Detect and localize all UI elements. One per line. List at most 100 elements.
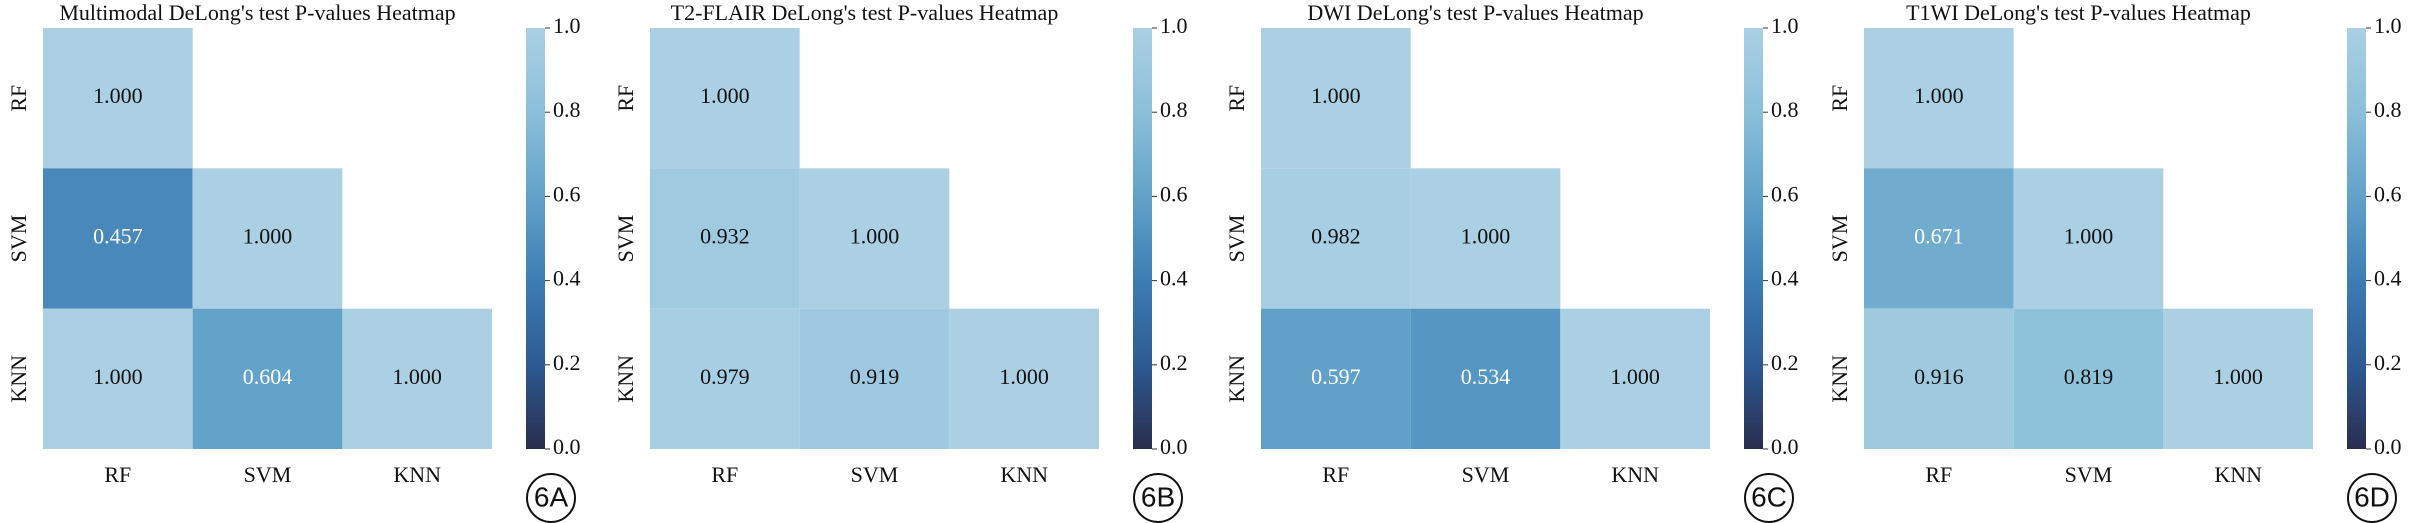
cell-label: 1.000: [243, 224, 293, 249]
cell-label: 1.000: [999, 364, 1049, 389]
heatmap-cell: [2013, 168, 2164, 309]
panel-label-circle: [2347, 473, 2397, 523]
x-tick-label: KNN: [393, 462, 441, 487]
panel-label: 6D: [2354, 481, 2390, 512]
colorbar: [2347, 28, 2366, 449]
panel: Multimodal DeLong's test P-values Heatma…: [6, 0, 581, 523]
chart-title: DWI DeLong's test P-values Heatmap: [1307, 0, 1643, 25]
cell-label: 1.000: [2213, 364, 2263, 389]
cell-label: 0.979: [700, 364, 750, 389]
heatmap-cell: [192, 168, 343, 309]
x-tick-label: SVM: [851, 462, 899, 487]
heatmap-cell: [1261, 168, 1411, 309]
colorbar-tick-label: 0.2: [1160, 350, 1188, 375]
colorbar-tick-label: 0.2: [1771, 350, 1799, 375]
heatmap-cell: [799, 308, 950, 449]
cell-label: 0.819: [2064, 364, 2114, 389]
heatmap-cell: [2013, 308, 2164, 449]
cell-label: 1.000: [93, 83, 143, 108]
colorbar-tick-label: 0.8: [1160, 97, 1188, 122]
y-tick-label: RF: [1224, 85, 1249, 112]
cell-label: 0.604: [243, 364, 293, 389]
heatmap-cell: [192, 308, 343, 449]
heatmap-cell: [43, 28, 193, 169]
x-tick-label: RF: [104, 462, 131, 487]
y-tick-label: KNN: [1224, 355, 1249, 403]
cell-label: 1.000: [1610, 364, 1660, 389]
x-tick-label: SVM: [244, 462, 292, 487]
panel-label: 6B: [1141, 481, 1175, 512]
colorbar-tick-label: 0.4: [1160, 266, 1188, 291]
cell-label: 1.000: [850, 224, 900, 249]
cell-label: 1.000: [392, 364, 442, 389]
heatmap-cell: [1261, 28, 1411, 169]
heatmap-cell: [2163, 308, 2313, 449]
cell-label: 0.916: [1914, 364, 1964, 389]
colorbar-tick-label: 0.4: [1771, 266, 1799, 291]
heatmap-cell: [43, 168, 193, 309]
cell-label: 0.982: [1311, 224, 1361, 249]
colorbar-tick-label: 0.6: [1160, 181, 1188, 206]
y-tick-label: SVM: [1224, 215, 1249, 263]
x-tick-label: KNN: [1000, 462, 1048, 487]
cell-label: 0.597: [1311, 364, 1361, 389]
colorbar-tick-label: 1.0: [1160, 13, 1188, 38]
colorbar-tick-label: 0.0: [1771, 434, 1799, 459]
colorbar: [526, 28, 545, 449]
cell-label: 1.000: [93, 364, 143, 389]
cell-label: 0.932: [700, 224, 750, 249]
heatmap-cell: [650, 308, 800, 449]
colorbar: [1133, 28, 1152, 449]
panel-label: 6A: [534, 481, 569, 512]
colorbar-tick-label: 0.0: [2374, 434, 2402, 459]
x-tick-label: RF: [711, 462, 738, 487]
colorbar-tick-label: 0.2: [2374, 350, 2402, 375]
y-tick-label: KNN: [1827, 355, 1852, 403]
y-tick-label: RF: [6, 85, 31, 112]
colorbar-tick-label: 0.8: [553, 97, 581, 122]
y-tick-label: KNN: [613, 355, 638, 403]
panel: T1WI DeLong's test P-values Heatmap 1.000…: [1827, 0, 2402, 523]
chart-title: T2-FLAIR DeLong's test P-values Heatmap: [671, 0, 1059, 25]
x-tick-label: RF: [1925, 462, 1952, 487]
cell-label: 1.000: [1311, 83, 1361, 108]
cell-label: 0.671: [1914, 224, 1964, 249]
heatmap-cell: [1864, 168, 2014, 309]
colorbar-tick-label: 0.6: [2374, 181, 2402, 206]
cell-label: 0.919: [850, 364, 900, 389]
cell-label: 1.000: [700, 83, 750, 108]
panel-label: 6C: [1751, 481, 1787, 512]
y-tick-label: SVM: [613, 215, 638, 263]
heatmap-cell: [799, 168, 950, 309]
colorbar-tick-label: 0.6: [553, 181, 581, 206]
colorbar-tick-label: 0.0: [1160, 434, 1188, 459]
panel-label-circle: [1133, 473, 1183, 523]
colorbar-tick-label: 1.0: [2374, 13, 2402, 38]
colorbar: [1744, 28, 1763, 449]
colorbar-tick-label: 1.0: [553, 13, 581, 38]
x-tick-label: SVM: [1462, 462, 1510, 487]
x-tick-label: KNN: [1611, 462, 1659, 487]
panel-label-circle: [526, 473, 576, 523]
heatmap-cell: [1864, 28, 2014, 169]
y-tick-label: SVM: [1827, 215, 1852, 263]
heatmap-cell: [1560, 308, 1710, 449]
heatmap-cell: [1864, 308, 2014, 449]
heatmap-cell: [342, 308, 492, 449]
chart-title: T1WI DeLong's test P-values Heatmap: [1906, 0, 2251, 25]
cell-label: 0.534: [1461, 364, 1511, 389]
x-tick-label: KNN: [2214, 462, 2262, 487]
heatmap-cell: [43, 308, 193, 449]
heatmap-cell: [1410, 308, 1561, 449]
colorbar-tick-label: 0.6: [1771, 181, 1799, 206]
colorbar-tick-label: 1.0: [1771, 13, 1799, 38]
heatmap-cell: [1261, 308, 1411, 449]
y-tick-label: KNN: [6, 355, 31, 403]
chart-title: Multimodal DeLong's test P-values Heatma…: [59, 0, 455, 25]
heatmap-cell: [650, 28, 800, 169]
heatmap-cell: [650, 168, 800, 309]
colorbar-tick-label: 0.4: [2374, 266, 2402, 291]
cell-label: 1.000: [1461, 224, 1511, 249]
cell-label: 0.457: [93, 224, 143, 249]
